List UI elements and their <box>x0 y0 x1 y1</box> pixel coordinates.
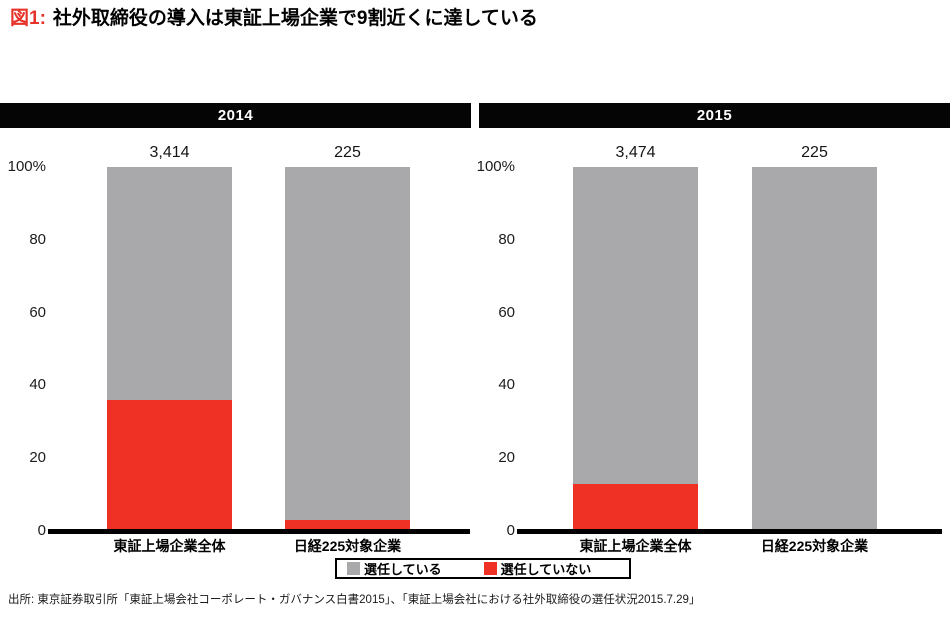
panel-year-label: 2015 <box>696 107 733 124</box>
x-axis-line <box>48 529 470 534</box>
segment-appointed <box>573 167 698 484</box>
y-tick-label: 80 <box>29 230 46 248</box>
legend-label-appointed: 選任している <box>364 562 442 577</box>
y-tick-label: 100% <box>7 158 46 175</box>
stacked-bar <box>285 167 410 531</box>
y-tick-label: 100% <box>476 158 515 175</box>
legend: 選任している 選任していない <box>335 558 631 579</box>
x-axis-category-label: 日経225対象企業 <box>760 538 869 554</box>
y-tick-label: 20 <box>498 449 515 467</box>
x-axis-category-label: 日経225対象企業 <box>293 538 402 554</box>
legend-label-not-appointed: 選任していない <box>500 562 592 577</box>
x-axis-category-label: 東証上場企業全体 <box>113 538 226 554</box>
y-tick-label: 80 <box>498 230 515 248</box>
stacked-bar <box>107 167 232 531</box>
y-tick-label: 0 <box>506 522 515 539</box>
bar-total-label: 3,474 <box>615 144 656 161</box>
source-note: 出所: 東京証券取引所「東証上場会社コーポレート・ガバナンス白書2015」、「東… <box>8 594 701 606</box>
segment-not-appointed <box>107 400 232 531</box>
stacked-bar <box>573 167 698 531</box>
legend-item-not-appointed: 選任していない <box>483 559 592 578</box>
y-tick-label: 40 <box>498 376 515 394</box>
y-tick-label: 0 <box>37 522 46 539</box>
panel-year-label: 2014 <box>217 107 254 124</box>
y-tick-label: 20 <box>29 449 46 467</box>
y-tick-label: 40 <box>29 376 46 394</box>
stacked-bar <box>752 167 877 531</box>
segment-not-appointed <box>573 484 698 531</box>
segment-appointed <box>285 167 410 520</box>
legend-swatch-not-appointed <box>483 562 497 575</box>
x-axis-line <box>517 529 942 534</box>
bar-total-label: 3,414 <box>149 144 190 161</box>
figure-title: 図1: 社外取締役の導入は東証上場企業で9割近くに達している <box>10 7 538 31</box>
legend-swatch-appointed <box>347 562 360 575</box>
bar-total-label: 225 <box>801 144 828 161</box>
segment-appointed <box>107 167 232 400</box>
panel-header-2015: 2015 <box>479 103 950 128</box>
panel-header-2014: 2014 <box>0 103 471 128</box>
figure-number-label: 図1: <box>10 8 46 29</box>
bar-total-label: 225 <box>334 144 361 161</box>
x-axis-category-label: 東証上場企業全体 <box>579 538 692 554</box>
legend-item-appointed: 選任している <box>347 559 442 578</box>
segment-appointed <box>752 167 877 531</box>
figure-title-text: 社外取締役の導入は東証上場企業で9割近くに達している <box>52 8 538 29</box>
segment-not-appointed <box>285 520 410 531</box>
y-tick-label: 60 <box>498 303 515 321</box>
y-tick-label: 60 <box>29 303 46 321</box>
